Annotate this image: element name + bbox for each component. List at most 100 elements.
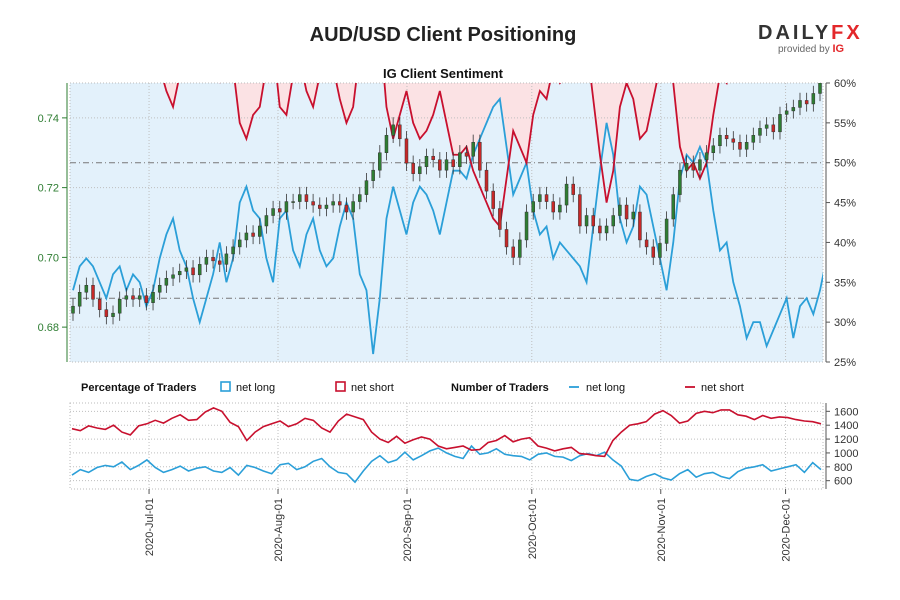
candle-body (384, 135, 389, 153)
legend-num-short-label: net short (701, 382, 744, 394)
candle-body (791, 107, 796, 112)
right-tick-label: 45% (834, 198, 856, 210)
candle-body (751, 135, 756, 143)
date-axis: 2020-Jul-01 2020-Aug-01 2020-Sep-01 2020-Oc… (144, 489, 793, 562)
candle-body (298, 194, 302, 202)
traders-count-chart: 600 800 1000 1200 1400 1600 (69, 402, 858, 490)
candle-body (624, 204, 629, 220)
right-tick-label: 30% (834, 317, 856, 329)
candle-body (518, 239, 522, 258)
candle-body (424, 155, 429, 167)
candle-body (591, 215, 595, 227)
candle-body (231, 246, 235, 255)
candle-body (217, 260, 222, 265)
right-tick-label: 25% (834, 357, 856, 369)
candle-body (651, 246, 656, 258)
candle-body (438, 159, 442, 171)
candle-body (278, 208, 282, 213)
candle-body (698, 159, 702, 171)
candle-body (571, 183, 575, 195)
left-tick-label: 0.72 (38, 183, 59, 195)
candle-body (711, 145, 716, 153)
candle-body (818, 83, 822, 94)
x-tick-label: 2020-Oct-01 (527, 498, 539, 559)
candle-body (177, 271, 182, 276)
legend-num-long-label: net long (586, 382, 625, 394)
candle-body (631, 211, 635, 220)
legend-pct-long-label: net long (236, 382, 275, 394)
candle-body (478, 142, 482, 171)
candle-body (658, 243, 662, 258)
candle-body (811, 93, 816, 105)
candle-body (144, 295, 149, 303)
lower-right-tick-label: 1600 (834, 406, 858, 418)
candle-body (671, 194, 676, 220)
candle-body (378, 152, 382, 171)
candle-body (197, 264, 202, 276)
candle-body (124, 295, 129, 300)
candle-body (344, 204, 349, 213)
candle-body (338, 201, 342, 206)
legend-pct-short-swatch (335, 381, 346, 392)
candle-body (304, 194, 309, 202)
candle-body (77, 292, 82, 307)
candle-body (258, 225, 262, 237)
candle-body (431, 155, 435, 160)
candle-body (578, 194, 582, 227)
candle-body (204, 257, 209, 265)
candle-body (311, 201, 315, 206)
candle-body (291, 201, 295, 203)
candle-body (744, 142, 749, 150)
candle-body (398, 124, 402, 140)
candle-body (371, 169, 375, 181)
candle-body (131, 295, 135, 300)
candle-body (184, 267, 189, 272)
chart-title: AUD/USD Client Positioning (309, 24, 577, 46)
candle-body (524, 211, 529, 241)
left-tick-label: 0.68 (38, 322, 59, 334)
candle-body (691, 162, 696, 171)
logo-wordmark: DAILYFX (758, 22, 863, 44)
lower-right-tick-label: 1200 (834, 434, 858, 446)
left-tick-label: 0.74 (38, 113, 59, 125)
candle-body (758, 128, 762, 136)
candle-body (151, 292, 155, 303)
candle-body (718, 135, 722, 147)
candle-body (244, 232, 249, 241)
candle-body (351, 201, 355, 213)
legend: Percentage of Traders net long net short… (81, 381, 744, 394)
legend-number-title: Number of Traders (451, 382, 549, 394)
candle-body (318, 204, 322, 209)
candle-body (411, 162, 415, 174)
candle-body (544, 194, 549, 202)
candle-body (418, 166, 422, 174)
candle-body (451, 159, 455, 167)
candle-body (171, 274, 175, 279)
candle-body (91, 285, 95, 300)
candle-body (638, 211, 642, 241)
candle-body (724, 135, 729, 140)
candle-body (731, 138, 736, 143)
candle-body (551, 201, 555, 213)
candle-body (358, 194, 362, 202)
candle-body (97, 298, 102, 310)
candle-body (738, 142, 742, 150)
candle-body (704, 152, 709, 160)
candle-body (684, 162, 689, 171)
lower-frame (69, 402, 824, 490)
candle-body (224, 253, 229, 265)
candle-body (117, 298, 122, 314)
candle-body (191, 267, 195, 276)
candle-body (251, 232, 255, 237)
candle-body (237, 239, 242, 248)
subchart-title: IG Client Sentiment (383, 66, 504, 81)
legend-pct-long-swatch (220, 381, 231, 392)
candle-body (611, 215, 615, 227)
candle-body (104, 309, 109, 317)
lower-right-tick-label: 1000 (834, 448, 858, 460)
candle-body (484, 169, 489, 192)
candle-body (598, 225, 602, 234)
candle-body (284, 201, 289, 213)
x-tick-label: 2020-Nov-01 (656, 498, 668, 562)
